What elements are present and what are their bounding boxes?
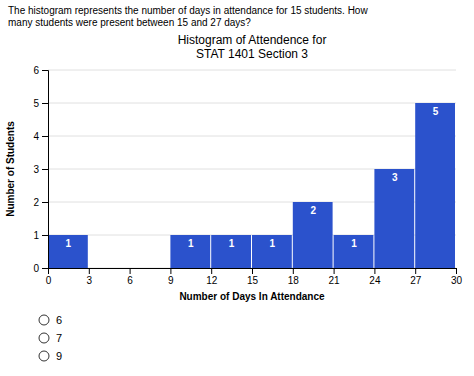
data-label: 1	[66, 238, 72, 249]
answer-options: 6 7 9	[39, 314, 62, 362]
y-tick: 5	[33, 98, 48, 109]
grid-line	[48, 70, 456, 71]
y-tick: 1	[33, 230, 48, 241]
chart-root: The histogram represents the number of d…	[0, 0, 474, 376]
y-axis: 0 1 2 3 4 5 6	[33, 65, 48, 274]
x-tick-label: 9	[168, 275, 174, 286]
y-tick-label: 0	[33, 263, 39, 274]
x-tick: 3	[87, 268, 93, 286]
x-axis-line	[49, 269, 457, 275]
x-tick-label: 15	[247, 275, 259, 286]
option-label[interactable]: 7	[56, 332, 62, 344]
x-tick-mark	[211, 268, 212, 274]
data-label: 2	[310, 205, 316, 216]
x-tick: 30	[451, 268, 463, 286]
x-tick-mark	[252, 268, 253, 274]
x-tick-label: 27	[410, 275, 422, 286]
radio-button[interactable]	[39, 333, 49, 343]
radio-button[interactable]	[39, 351, 49, 361]
radio-button[interactable]	[39, 315, 49, 325]
y-tick-mark	[42, 70, 48, 71]
x-tick-mark	[89, 268, 90, 274]
x-tick-mark	[334, 268, 335, 274]
data-labels: 1 1 1 1 2 1 3 5	[66, 106, 439, 249]
x-tick: 6	[127, 268, 133, 286]
y-tick-mark	[42, 103, 48, 104]
data-label: 1	[270, 238, 276, 249]
question-text: many students were present between 15 an…	[8, 17, 251, 28]
bars	[48, 103, 455, 268]
answer-option[interactable]: 6	[39, 314, 62, 326]
y-tick-label: 4	[33, 131, 39, 142]
bar	[374, 169, 414, 268]
bar	[293, 202, 333, 268]
x-tick-mark	[374, 268, 375, 274]
y-tick: 0	[33, 263, 48, 274]
x-tick-label: 24	[369, 275, 381, 286]
y-tick-label: 3	[33, 164, 39, 175]
y-tick-mark	[42, 202, 48, 203]
y-axis-label: Number of Students	[5, 121, 16, 217]
answer-option[interactable]: 9	[39, 350, 62, 362]
x-axis-label: Number of Days In Attendance	[179, 291, 325, 302]
y-tick: 4	[33, 131, 48, 142]
bar	[415, 103, 455, 268]
bar	[211, 235, 251, 268]
bar	[252, 235, 292, 268]
x-tick: 9	[168, 268, 174, 286]
option-label[interactable]: 6	[56, 314, 62, 326]
x-tick-mark	[456, 268, 457, 274]
option-label[interactable]: 9	[56, 350, 62, 362]
x-tick-mark	[415, 268, 416, 274]
x-tick-label: 12	[206, 275, 218, 286]
x-tick: 0	[46, 268, 52, 286]
question-text: The histogram represents the number of d…	[8, 5, 368, 16]
bar	[48, 235, 88, 268]
x-tick-label: 6	[127, 275, 133, 286]
chart-title: Histogram of Attendence forSTAT 1401 Sec…	[178, 33, 327, 61]
bar	[334, 235, 374, 268]
bar	[130, 268, 170, 269]
y-tick-mark	[42, 268, 48, 269]
x-tick-label: 18	[288, 275, 300, 286]
y-tick: 3	[33, 164, 48, 175]
data-label: 1	[229, 238, 235, 249]
y-tick-label: 1	[33, 230, 39, 241]
x-tick: 15	[247, 268, 259, 286]
data-label: 1	[351, 238, 357, 249]
grid	[48, 70, 456, 268]
x-tick: 12	[206, 268, 218, 286]
y-tick: 2	[33, 197, 48, 208]
x-tick-label: 21	[329, 275, 341, 286]
answer-option[interactable]: 7	[39, 332, 62, 344]
x-tick-label: 3	[87, 275, 93, 286]
x-tick-mark	[130, 268, 131, 274]
x-tick: 18	[288, 268, 300, 286]
x-tick: 24	[369, 268, 381, 286]
x-tick: 27	[410, 268, 422, 286]
x-tick: 21	[329, 268, 341, 286]
bar	[170, 235, 210, 268]
x-tick-mark	[293, 268, 294, 274]
data-label: 1	[188, 238, 194, 249]
y-tick-mark	[42, 136, 48, 137]
data-label: 5	[433, 106, 439, 117]
y-tick-mark	[42, 169, 48, 170]
y-tick: 6	[33, 65, 48, 76]
x-axis: 0 3 6 9 12 15 18 21 24 27 30	[46, 268, 463, 286]
x-tick-label: 30	[451, 275, 463, 286]
y-axis-line	[42, 71, 49, 269]
grid-line	[48, 136, 456, 137]
data-label: 3	[392, 172, 398, 183]
y-tick-mark	[42, 235, 48, 236]
y-tick-label: 6	[33, 65, 39, 76]
bar	[89, 268, 129, 269]
grid-line	[48, 103, 456, 104]
x-tick-label: 0	[46, 275, 52, 286]
x-tick-mark	[170, 268, 171, 274]
y-tick-label: 5	[33, 98, 39, 109]
y-tick-label: 2	[33, 197, 39, 208]
